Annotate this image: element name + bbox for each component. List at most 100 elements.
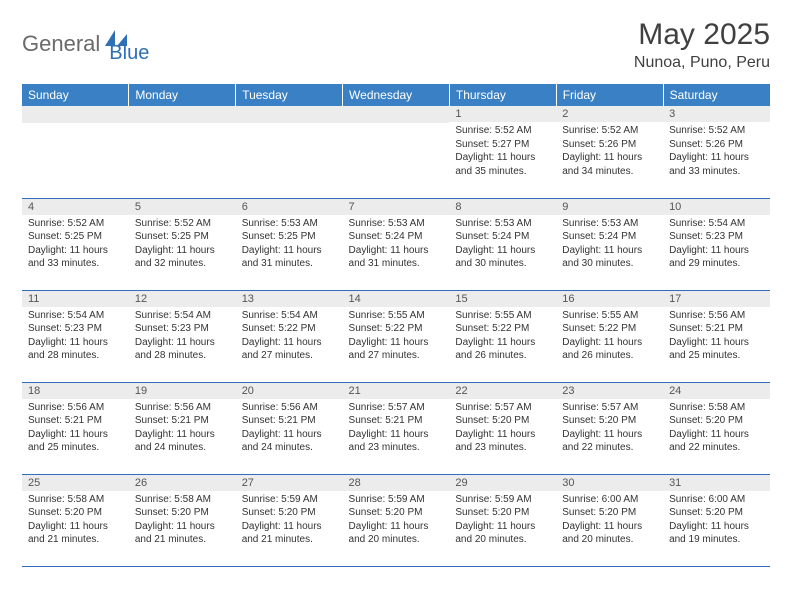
daylight-text: Daylight: 11 hours and 33 minutes. xyxy=(28,244,123,271)
sunset-text: Sunset: 5:20 PM xyxy=(455,506,550,520)
sunset-text: Sunset: 5:23 PM xyxy=(669,230,764,244)
weekday-header: Tuesday xyxy=(236,84,343,106)
weekday-header: Wednesday xyxy=(343,84,450,106)
sunrise-text: Sunrise: 5:52 AM xyxy=(669,124,764,138)
daylight-text: Daylight: 11 hours and 22 minutes. xyxy=(669,428,764,455)
calendar-day-cell: 16Sunrise: 5:55 AMSunset: 5:22 PMDayligh… xyxy=(556,290,663,382)
day-info: Sunrise: 5:58 AMSunset: 5:20 PMDaylight:… xyxy=(663,399,770,459)
day-info: Sunrise: 5:59 AMSunset: 5:20 PMDaylight:… xyxy=(449,491,556,551)
calendar-day-cell: 2Sunrise: 5:52 AMSunset: 5:26 PMDaylight… xyxy=(556,106,663,198)
sunrise-text: Sunrise: 5:55 AM xyxy=(455,309,550,323)
sunset-text: Sunset: 5:20 PM xyxy=(28,506,123,520)
sunrise-text: Sunrise: 5:52 AM xyxy=(455,124,550,138)
calendar-day-cell xyxy=(236,106,343,198)
daylight-text: Daylight: 11 hours and 31 minutes. xyxy=(349,244,444,271)
sunset-text: Sunset: 5:24 PM xyxy=(562,230,657,244)
sunset-text: Sunset: 5:25 PM xyxy=(135,230,230,244)
daylight-text: Daylight: 11 hours and 28 minutes. xyxy=(135,336,230,363)
day-number: 9 xyxy=(556,199,663,215)
calendar-day-cell: 22Sunrise: 5:57 AMSunset: 5:20 PMDayligh… xyxy=(449,382,556,474)
calendar-day-cell: 28Sunrise: 5:59 AMSunset: 5:20 PMDayligh… xyxy=(343,474,450,566)
calendar-day-cell: 10Sunrise: 5:54 AMSunset: 5:23 PMDayligh… xyxy=(663,198,770,290)
calendar-week-row: 25Sunrise: 5:58 AMSunset: 5:20 PMDayligh… xyxy=(22,474,770,566)
day-number: 1 xyxy=(449,106,556,122)
day-number: 8 xyxy=(449,199,556,215)
day-number: 26 xyxy=(129,475,236,491)
calendar-day-cell: 12Sunrise: 5:54 AMSunset: 5:23 PMDayligh… xyxy=(129,290,236,382)
calendar-day-cell: 25Sunrise: 5:58 AMSunset: 5:20 PMDayligh… xyxy=(22,474,129,566)
daylight-text: Daylight: 11 hours and 28 minutes. xyxy=(28,336,123,363)
calendar-day-cell: 1Sunrise: 5:52 AMSunset: 5:27 PMDaylight… xyxy=(449,106,556,198)
sunrise-text: Sunrise: 5:59 AM xyxy=(349,493,444,507)
sunset-text: Sunset: 5:20 PM xyxy=(242,506,337,520)
sunset-text: Sunset: 5:21 PM xyxy=(28,414,123,428)
day-info: Sunrise: 5:55 AMSunset: 5:22 PMDaylight:… xyxy=(556,307,663,367)
calendar-day-cell: 5Sunrise: 5:52 AMSunset: 5:25 PMDaylight… xyxy=(129,198,236,290)
title-block: May 2025 Nunoa, Puno, Peru xyxy=(634,18,770,72)
day-number xyxy=(236,106,343,123)
page-title: May 2025 xyxy=(634,18,770,52)
daylight-text: Daylight: 11 hours and 27 minutes. xyxy=(242,336,337,363)
daylight-text: Daylight: 11 hours and 30 minutes. xyxy=(562,244,657,271)
day-info: Sunrise: 5:52 AMSunset: 5:27 PMDaylight:… xyxy=(449,122,556,182)
calendar-day-cell: 4Sunrise: 5:52 AMSunset: 5:25 PMDaylight… xyxy=(22,198,129,290)
daylight-text: Daylight: 11 hours and 23 minutes. xyxy=(349,428,444,455)
sunset-text: Sunset: 5:24 PM xyxy=(349,230,444,244)
calendar-day-cell: 11Sunrise: 5:54 AMSunset: 5:23 PMDayligh… xyxy=(22,290,129,382)
day-info: Sunrise: 5:58 AMSunset: 5:20 PMDaylight:… xyxy=(22,491,129,551)
day-number: 12 xyxy=(129,291,236,307)
calendar-day-cell: 24Sunrise: 5:58 AMSunset: 5:20 PMDayligh… xyxy=(663,382,770,474)
sunset-text: Sunset: 5:21 PM xyxy=(135,414,230,428)
sunrise-text: Sunrise: 5:55 AM xyxy=(562,309,657,323)
daylight-text: Daylight: 11 hours and 25 minutes. xyxy=(28,428,123,455)
weekday-header: Thursday xyxy=(449,84,556,106)
daylight-text: Daylight: 11 hours and 34 minutes. xyxy=(562,151,657,178)
sunrise-text: Sunrise: 5:57 AM xyxy=(562,401,657,415)
day-number: 17 xyxy=(663,291,770,307)
day-number: 27 xyxy=(236,475,343,491)
day-info: Sunrise: 5:56 AMSunset: 5:21 PMDaylight:… xyxy=(129,399,236,459)
sunset-text: Sunset: 5:23 PM xyxy=(28,322,123,336)
day-number: 18 xyxy=(22,383,129,399)
day-number: 6 xyxy=(236,199,343,215)
day-info: Sunrise: 5:57 AMSunset: 5:20 PMDaylight:… xyxy=(449,399,556,459)
calendar-day-cell: 21Sunrise: 5:57 AMSunset: 5:21 PMDayligh… xyxy=(343,382,450,474)
sunset-text: Sunset: 5:25 PM xyxy=(242,230,337,244)
calendar-day-cell: 29Sunrise: 5:59 AMSunset: 5:20 PMDayligh… xyxy=(449,474,556,566)
day-info: Sunrise: 5:57 AMSunset: 5:21 PMDaylight:… xyxy=(343,399,450,459)
sunrise-text: Sunrise: 5:58 AM xyxy=(28,493,123,507)
sunset-text: Sunset: 5:20 PM xyxy=(455,414,550,428)
sunset-text: Sunset: 5:26 PM xyxy=(669,138,764,152)
daylight-text: Daylight: 11 hours and 21 minutes. xyxy=(135,520,230,547)
daylight-text: Daylight: 11 hours and 30 minutes. xyxy=(455,244,550,271)
sunset-text: Sunset: 5:20 PM xyxy=(349,506,444,520)
daylight-text: Daylight: 11 hours and 31 minutes. xyxy=(242,244,337,271)
daylight-text: Daylight: 11 hours and 21 minutes. xyxy=(242,520,337,547)
sunrise-text: Sunrise: 5:56 AM xyxy=(669,309,764,323)
sunrise-text: Sunrise: 5:53 AM xyxy=(455,217,550,231)
sunrise-text: Sunrise: 5:53 AM xyxy=(349,217,444,231)
daylight-text: Daylight: 11 hours and 20 minutes. xyxy=(562,520,657,547)
sunset-text: Sunset: 5:21 PM xyxy=(242,414,337,428)
header: General Blue May 2025 Nunoa, Puno, Peru xyxy=(22,18,770,72)
sunrise-text: Sunrise: 6:00 AM xyxy=(669,493,764,507)
sunrise-text: Sunrise: 5:54 AM xyxy=(28,309,123,323)
daylight-text: Daylight: 11 hours and 24 minutes. xyxy=(135,428,230,455)
day-info: Sunrise: 5:52 AMSunset: 5:25 PMDaylight:… xyxy=(22,215,129,275)
sunset-text: Sunset: 5:21 PM xyxy=(349,414,444,428)
weekday-header: Friday xyxy=(556,84,663,106)
day-number: 4 xyxy=(22,199,129,215)
daylight-text: Daylight: 11 hours and 20 minutes. xyxy=(349,520,444,547)
day-number: 3 xyxy=(663,106,770,122)
day-info: Sunrise: 5:54 AMSunset: 5:23 PMDaylight:… xyxy=(663,215,770,275)
sunset-text: Sunset: 5:20 PM xyxy=(669,414,764,428)
sunrise-text: Sunrise: 5:54 AM xyxy=(242,309,337,323)
calendar-day-cell: 27Sunrise: 5:59 AMSunset: 5:20 PMDayligh… xyxy=(236,474,343,566)
day-number: 14 xyxy=(343,291,450,307)
sunset-text: Sunset: 5:20 PM xyxy=(135,506,230,520)
weekday-header: Saturday xyxy=(663,84,770,106)
sunset-text: Sunset: 5:26 PM xyxy=(562,138,657,152)
calendar-day-cell: 23Sunrise: 5:57 AMSunset: 5:20 PMDayligh… xyxy=(556,382,663,474)
day-number xyxy=(22,106,129,123)
day-info: Sunrise: 5:59 AMSunset: 5:20 PMDaylight:… xyxy=(343,491,450,551)
